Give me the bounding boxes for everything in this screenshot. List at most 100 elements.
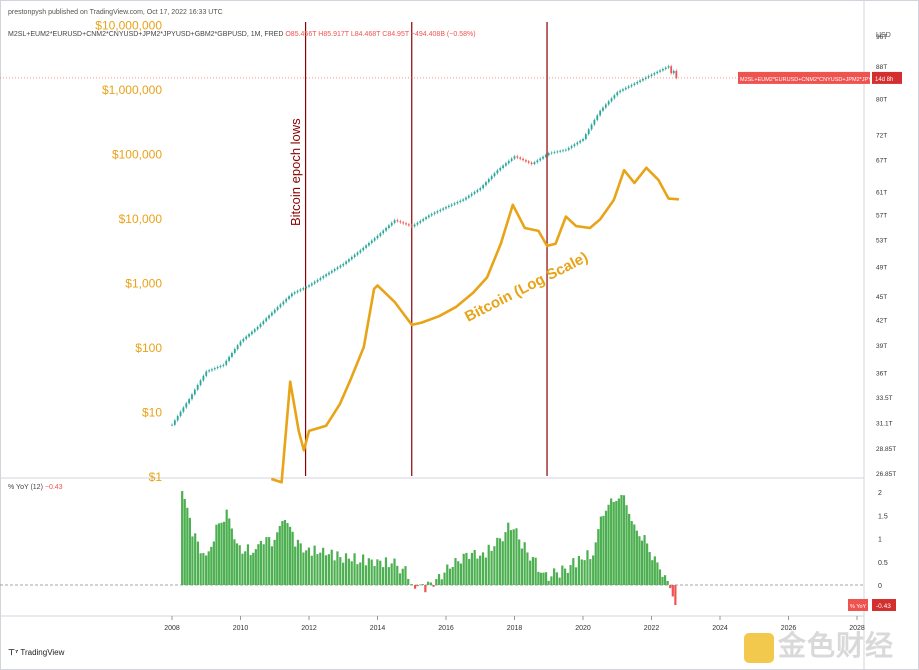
m2-candle (636, 81, 639, 84)
left-axis-tick: $1,000 (125, 277, 162, 291)
yoy-bar (615, 500, 618, 585)
yoy-bar (424, 585, 427, 593)
m2-candle (542, 156, 544, 159)
yoy-bar (446, 564, 449, 585)
yoy-bar (448, 568, 452, 585)
price-tag-label: M2SL+EUM2*EURUSD+CNM2*CNYUSD+JPM2*JPY... (740, 77, 876, 83)
m2-candle (248, 334, 250, 337)
m2-candle (556, 151, 559, 153)
m2-candle (544, 155, 547, 157)
m2-candle (559, 150, 562, 152)
yoy-bar (586, 550, 589, 585)
yoy-bar (666, 580, 669, 585)
yoy-bar (268, 537, 271, 585)
yoy-bar (470, 552, 474, 585)
x-axis-tick: 2018 (507, 625, 523, 632)
yoy-bar (515, 528, 518, 585)
m2-candle (407, 224, 410, 226)
yoy-bar (620, 495, 623, 585)
yoy-bar (384, 557, 388, 585)
yoy-tag-label-box (848, 598, 868, 611)
yoy-bar (299, 543, 302, 585)
yoy-bar (462, 553, 465, 585)
right-axis-tick: 80T (876, 97, 887, 104)
x-axis-tick: 2016 (438, 625, 454, 632)
yoy-label[interactable]: % YoY (12) (8, 484, 43, 491)
yoy-bar (199, 553, 202, 585)
watermark-logo-icon (744, 632, 774, 663)
m2-candle (430, 213, 433, 216)
yoy-bar (473, 550, 476, 585)
left-axis-tick: $1 (149, 470, 163, 484)
yoy-bar (454, 558, 457, 585)
yoy-bar (569, 565, 572, 585)
m2-candle (584, 134, 587, 140)
yoy-bar (319, 552, 322, 585)
m2-candle (205, 371, 208, 376)
m2-candle (242, 338, 245, 342)
yoy-bar (432, 585, 435, 587)
left-axis-tick: $10 (142, 406, 162, 420)
yoy-bar (622, 495, 626, 585)
m2-candle (493, 173, 496, 177)
yoy-bar (628, 513, 631, 585)
yoy-bar (580, 559, 583, 585)
m2-candle (496, 170, 499, 174)
symbol-name[interactable]: M2SL+EUM2*EURUSD+CNM2*CNYUSD+JPM2*JPYUSD… (8, 31, 284, 38)
m2-candle (564, 149, 567, 151)
yoy-bar (468, 558, 471, 585)
m2-candle (342, 263, 345, 266)
yoy-bar (322, 547, 325, 585)
yoy-bar (476, 558, 479, 585)
m2-candle (456, 202, 459, 204)
yoy-bar (597, 529, 600, 585)
yoy-bar (396, 565, 399, 585)
m2-candle (473, 191, 476, 194)
yoy-bar (390, 563, 393, 585)
yoy-bar (416, 585, 419, 587)
m2-candle (536, 160, 539, 163)
yoy-bar (220, 522, 223, 585)
yoy-bar (265, 537, 268, 585)
m2-candle (359, 250, 362, 253)
left-axis-tick: $100,000 (112, 148, 162, 162)
yoy-bar (537, 571, 540, 585)
x-axis-tick: 2020 (575, 625, 591, 632)
m2-candle (353, 254, 356, 257)
m2-candle (642, 78, 644, 81)
yoy-bar (230, 528, 233, 585)
m2-candle (330, 270, 333, 273)
yoy-bar (498, 538, 502, 585)
yoy-bar (604, 510, 608, 585)
yoy-bar (181, 491, 184, 585)
m2-candle (450, 204, 453, 206)
left-axis-tick: $100 (135, 341, 162, 355)
yoy-bar (382, 567, 385, 585)
tradingview-logo[interactable]: ⊤⁷ TradingView (8, 648, 65, 657)
m2-candle (188, 399, 191, 404)
m2-candle (282, 301, 285, 305)
m2-candle (607, 101, 610, 105)
main-legend: M2SL+EUM2*EURUSD+CNM2*CNYUSD+JPM2*JPYUSD… (8, 31, 476, 38)
m2-candle (333, 269, 336, 271)
m2-candle (319, 278, 322, 280)
m2-candle (624, 87, 627, 90)
m2-candle (622, 89, 624, 91)
x-axis-tick: 2024 (712, 625, 728, 632)
yoy-bar (324, 555, 328, 585)
yoy-bar (294, 546, 297, 585)
bitcoin-annotation: Bitcoin (Log Scale) (462, 249, 591, 326)
m2-candle (176, 416, 179, 421)
right-axis-tick: 42T (876, 317, 887, 324)
yoy-bar (413, 585, 417, 589)
m2-candle (647, 76, 650, 78)
m2-candle (576, 142, 579, 145)
yoy-bar (509, 530, 513, 585)
yoy-bar (207, 551, 210, 585)
yoy-bar (625, 505, 628, 585)
yoy-bar (426, 581, 430, 585)
yoy-bar (302, 552, 305, 585)
yoy-bar (437, 574, 441, 585)
yoy-bar (210, 546, 213, 585)
yoy-bar (398, 573, 402, 585)
